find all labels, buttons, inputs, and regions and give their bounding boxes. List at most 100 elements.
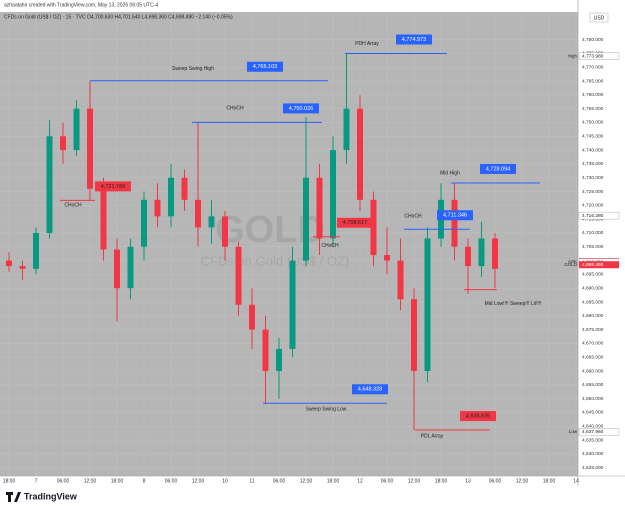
symbol-line: CFDs on Gold (US$ / OZ) · 15 · TVC O4,70…: [4, 14, 233, 20]
price-badge: [578, 52, 620, 60]
y-tick-label: 4,705.000: [582, 244, 604, 250]
y-tick-label: 4,735.000: [582, 161, 604, 167]
footer-logo: TradingView: [6, 491, 78, 502]
x-tick-label: 18:00: [435, 478, 448, 484]
y-tick-label: 4,765.000: [582, 78, 604, 84]
y-tick-label: 4,710.000: [582, 230, 604, 236]
level-badge: [283, 103, 319, 114]
level-value: 4,765.103: [253, 64, 277, 70]
y-tick-label: 4,675.000: [582, 327, 604, 333]
candle-body: [451, 199, 458, 247]
x-tick-label: 12:00: [192, 478, 205, 484]
candle-body: [370, 199, 377, 256]
price-badge: [579, 261, 619, 269]
y-tick-label: 4,770.000: [582, 65, 604, 71]
candle-body: [114, 249, 120, 289]
level-value: 4,708.617: [343, 220, 367, 226]
candle-body: [141, 199, 147, 247]
candle-body: [424, 238, 431, 372]
x-tick-label: 7: [35, 478, 38, 484]
credit: azhaatahir created with TradingView.com,…: [4, 2, 158, 8]
candle-body: [73, 108, 80, 151]
level-badge: [460, 411, 496, 422]
x-tick-label: 06:00: [165, 478, 178, 484]
x-tick-label: 12:00: [84, 478, 97, 484]
level-badge: [480, 163, 516, 174]
candle-body: [127, 246, 134, 289]
y-tick-label: 4,670.000: [582, 341, 604, 347]
candle-body: [6, 260, 12, 267]
candle-body: [33, 232, 39, 269]
badge-name: Low: [569, 429, 578, 434]
badge-value: 4,637.960: [582, 429, 604, 435]
level-text: Mid High: [440, 170, 460, 176]
y-tick-label: 4,780.000: [582, 37, 604, 43]
y-tick-label: 4,745.000: [582, 134, 604, 140]
x-tick-label: 18:00: [3, 478, 16, 484]
logo-text: TradingView: [24, 491, 78, 501]
candle-body: [492, 238, 498, 269]
currency-box[interactable]: [589, 12, 609, 23]
level-text: CHoCH: [404, 214, 422, 220]
y-tick-label: 4,690.000: [582, 285, 604, 291]
candle-body: [276, 348, 282, 372]
x-tick-label: 18:00: [327, 478, 340, 484]
y-tick-label: 4,625.000: [582, 465, 604, 471]
level-value: 4,774.973: [402, 37, 426, 43]
level-badge: [247, 61, 283, 72]
x-tick-label: 06:00: [381, 478, 394, 484]
level-badge: [352, 384, 388, 395]
candle-body: [195, 199, 201, 228]
y-tick-label: 4,665.000: [582, 355, 604, 361]
candle-body: [316, 177, 323, 239]
y-tick-label: 4,680.000: [582, 313, 604, 319]
candle-body: [289, 260, 296, 349]
y-tick-label: 4,730.000: [582, 175, 604, 181]
level-text: PDH Array: [355, 41, 379, 47]
level-badge: [396, 34, 432, 45]
candle-body: [60, 136, 66, 151]
x-tick-label: 10: [222, 478, 228, 484]
candle-body: [262, 329, 269, 372]
x-tick-label: 13: [465, 478, 471, 484]
x-tick-label: 06:00: [57, 478, 70, 484]
x-tick-label: 14: [573, 478, 579, 484]
price-badge: [578, 211, 620, 220]
annotations: Sweep Swing High 4,765.103 CHoCH 4,750.026 P…: [60, 34, 542, 439]
level-badge: [337, 217, 373, 228]
watermark-sub: CFDs on Gold (US$ / OZ): [201, 253, 350, 268]
y-tick-label: 4,725.000: [582, 189, 604, 195]
y-tick-label: 4,660.000: [582, 368, 604, 374]
y-tick-label: 4,695.000: [582, 272, 604, 278]
y-tick-label: 4,750.000: [582, 120, 604, 126]
y-tick-label: 4,760.000: [582, 92, 604, 98]
candle-body: [384, 255, 390, 261]
x-tick-label: 8: [143, 478, 146, 484]
badge-value: 4,698.490: [582, 262, 604, 268]
candle-body: [411, 299, 417, 372]
candle-body: [87, 108, 93, 189]
x-tick-label: 12:00: [408, 478, 421, 484]
x-tick-label: 18:00: [111, 478, 124, 484]
y-tick-label: 4,630.000: [582, 451, 604, 457]
y-tick-label: 4,650.000: [582, 396, 604, 402]
axis: 4,625.000 4,630.000 4,635.000 4,640.000 4,64…: [3, 37, 620, 484]
y-tick-label: 4,635.000: [582, 437, 604, 443]
level-text: Mid Low!!!! Sweep!!! Lil!!!!: [485, 301, 542, 307]
x-tick-label: 06:00: [273, 478, 286, 484]
badge-value: 4,716.280: [582, 213, 604, 219]
x-tick-label: 18:00: [543, 478, 556, 484]
level-badge: [95, 181, 131, 192]
y-tick-label: 4,645.000: [582, 410, 604, 416]
candle-body: [465, 246, 471, 267]
candle-body: [154, 199, 161, 217]
level-text: PDL Array: [421, 433, 444, 439]
candle-body: [343, 108, 350, 151]
candle-body: [397, 260, 404, 300]
candle-body: [100, 188, 107, 250]
candle-body: [208, 216, 215, 228]
x-tick-label: 12:00: [516, 478, 529, 484]
level-text: Sweep Swing Low: [306, 407, 347, 413]
candle-body: [330, 150, 336, 239]
level-value: 4,638.635: [466, 414, 490, 420]
